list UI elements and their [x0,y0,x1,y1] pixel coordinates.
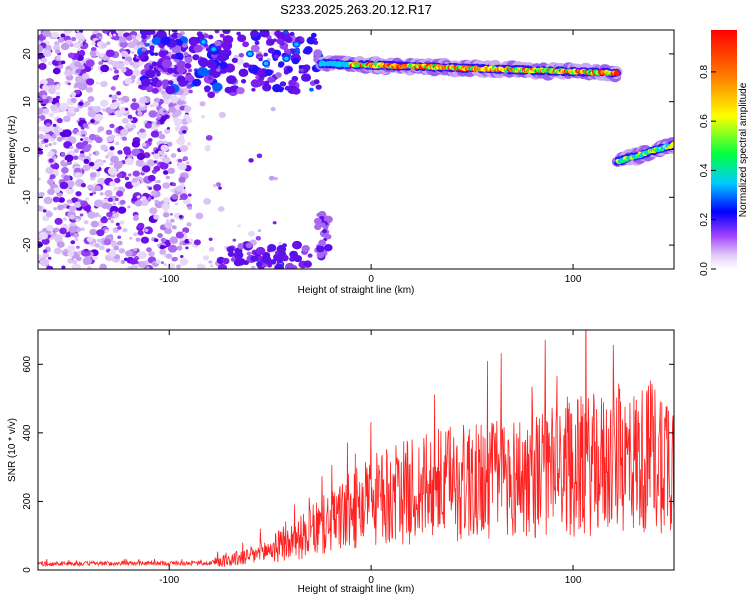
colorbar-tick-label-0: 0.0 [699,262,710,276]
spectrogram-ytick-label-0: -20 [22,237,33,252]
spectrogram-xtick-label-0: -100 [159,274,179,285]
spectrogram-ytick-label-2: 0 [22,146,33,152]
snr-series-line [38,330,674,568]
spectrogram-xtick-label-2: 100 [565,274,582,285]
snr-ylabel: SNR (10 * v/v) [7,418,18,482]
snr-ticks: -100 0 100 0 200 400 600 [22,330,674,586]
spectrogram-ytick-label-4: 20 [22,48,33,60]
snr-ytick-label-0: 0 [22,567,33,573]
colorbar-tick-label-2: 0.4 [699,163,710,177]
snr-xtick-label-0: -100 [159,575,179,586]
colorbar-tick-label-1: 0.2 [699,212,710,226]
colorbar-label: Normalized spectral amplitude [738,82,749,217]
spectrogram-heatmap [38,30,674,269]
snr-ytick-label-1: 200 [22,493,33,510]
snr-xlabel: Height of straight line (km) [298,584,415,595]
colorbar-gradient [711,30,737,269]
spectrogram-ytick-label-1: -10 [22,190,33,205]
colorbar-ticks: 0.0 0.2 0.4 0.6 0.8 [699,64,716,276]
spectrogram-xlabel: Height of straight line (km) [298,285,415,296]
snr-ytick-label-3: 600 [22,356,33,373]
figure-title: S233.2025.263.20.12.R17 [280,2,432,17]
spectrogram-ytick-label-3: 10 [22,96,33,108]
snr-panel: -100 0 100 0 200 400 600 Height of straight li… [7,329,675,595]
snr-frame [37,329,675,571]
spectrogram-ylabel: Frequency (Hz) [7,116,18,185]
snr-ytick-label-2: 400 [22,424,33,441]
snr-xtick-label-1: 0 [368,575,374,586]
colorbar-tick-label-3: 0.6 [699,114,710,128]
spectrogram-xtick-label-1: 0 [368,274,374,285]
colorbar: 0.0 0.2 0.4 0.6 0.8 Normalized spectral ampl… [699,30,749,276]
snr-xtick-label-2: 100 [565,575,582,586]
colorbar-tick-label-4: 0.8 [699,64,710,78]
